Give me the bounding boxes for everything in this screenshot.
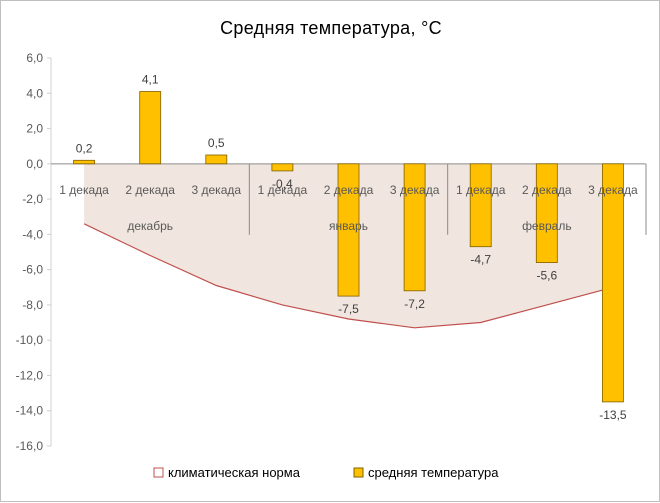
y-tick-label: -10,0 [16, 333, 44, 347]
x-tick-label: 3 декада [588, 183, 638, 197]
legend-swatch [353, 467, 364, 478]
y-tick-label: -12,0 [16, 368, 44, 382]
labels-layer: 6,0 4,0 2,0 0,0 -2,0 -4,0 -6,0 -8,0 -10,0 -12,0 -1… [16, 51, 638, 453]
bar-data-label: 0,5 [208, 136, 225, 150]
y-tick-label: -4,0 [22, 227, 43, 241]
y-tick-label: -16,0 [16, 439, 44, 453]
bar-data-label: -5,6 [536, 269, 557, 283]
x-tick-label: 2 декада [324, 183, 374, 197]
x-tick-label: 1 декада [59, 183, 109, 197]
x-tick-label: 1 декада [456, 183, 506, 197]
bar-data-label: -0,4 [272, 177, 293, 191]
bar-data-label: 4,1 [142, 73, 159, 87]
temperature-bar [403, 163, 426, 292]
month-group-label: февраль [522, 219, 572, 233]
y-tick-label: -6,0 [22, 263, 43, 277]
temperature-bar [73, 159, 95, 165]
temperature-bar [469, 163, 492, 248]
month-group-label: январь [329, 219, 368, 233]
bar-data-label: -7,5 [338, 302, 359, 316]
legend-label: средняя температура [368, 465, 499, 480]
x-tick-label: 3 декада [390, 183, 440, 197]
x-tick-label: 2 декада [125, 183, 175, 197]
legend-item-average-temperature: средняя температура [353, 465, 499, 480]
legend: климатическая норма средняя температура [153, 465, 499, 480]
chart-title: Средняя температура, °C [220, 18, 442, 38]
month-group-label: декабрь [127, 219, 173, 233]
y-tick-label: -14,0 [16, 404, 44, 418]
temperature-bar [535, 163, 558, 264]
y-tick-label: 2,0 [26, 122, 43, 136]
x-tick-label: 2 декада [522, 183, 572, 197]
y-tick-label: -8,0 [22, 298, 43, 312]
x-tick-label: 3 декада [192, 183, 242, 197]
y-tick-label: -2,0 [22, 192, 43, 206]
temperature-bar [139, 91, 162, 165]
y-tick-label: 6,0 [26, 51, 43, 65]
bar-data-label: -4,7 [470, 253, 491, 267]
legend-swatch [153, 467, 164, 478]
temperature-bar [602, 163, 624, 403]
y-tick-label: 4,0 [26, 86, 43, 100]
temperature-bar [337, 163, 360, 297]
bar-data-label: 0,2 [76, 141, 93, 155]
bars-layer [73, 91, 624, 403]
legend-item-climate-norm: климатическая норма [153, 465, 301, 480]
bar-data-label: -13,5 [599, 408, 627, 422]
x-tick-label: 1 декада [258, 183, 308, 197]
temperature-bar [205, 154, 228, 165]
temperature-bar [271, 163, 294, 172]
legend-label: климатическая норма [168, 465, 301, 480]
climate-norm-line [83, 223, 614, 329]
y-tick-label: 0,0 [26, 157, 43, 171]
bar-data-label: -7,2 [404, 297, 425, 311]
